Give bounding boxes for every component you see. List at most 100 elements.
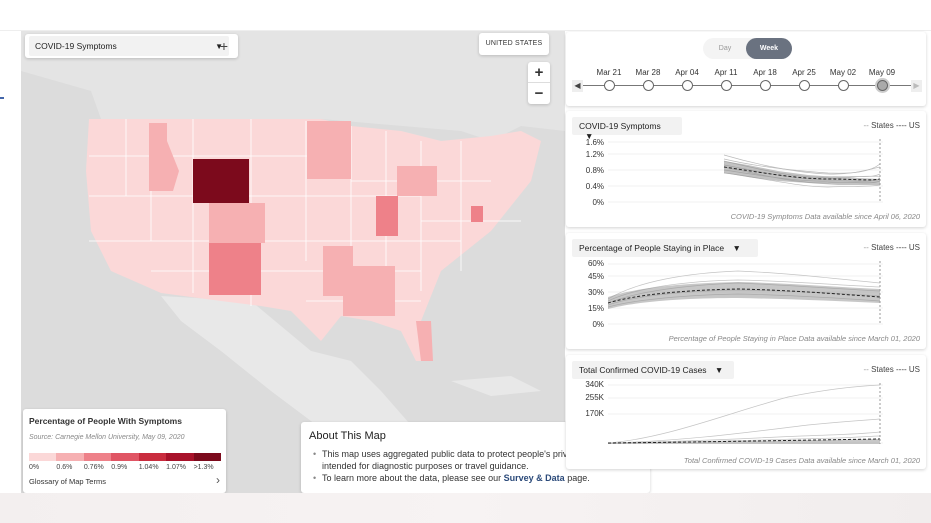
y-tick-label: 0.8%: [585, 166, 604, 175]
about-title: About This Map: [309, 430, 386, 442]
timeline-date-label: Apr 04: [675, 68, 699, 77]
timeline-node[interactable]: [798, 80, 810, 91]
legend-tick-label: 0.6%: [56, 464, 73, 471]
chart-panel-confirmed-cases: Total Confirmed COVID-19 Cases ▼ -- Stat…: [566, 355, 926, 469]
zoom-in-button[interactable]: +: [528, 62, 550, 83]
timeline-track: [576, 85, 912, 86]
y-tick-label: 340K: [585, 380, 604, 389]
state-colorado[interactable]: [209, 203, 265, 243]
confirmed-cases-chart[interactable]: [608, 383, 908, 453]
timeline-card: Day Week ◀ ▶ Mar 21 Mar 28 Apr 04 Apr 11 Apr…: [566, 32, 926, 106]
map-legend: Percentage of People With Symptoms Sourc…: [23, 409, 226, 493]
y-tick-label: 1.6%: [585, 138, 604, 147]
legend-states-label: States: [871, 121, 894, 130]
about-list: This map uses aggregated public data to …: [309, 448, 642, 484]
day-week-toggle: Day Week: [703, 38, 792, 59]
zoom-out-button[interactable]: −: [534, 85, 544, 102]
legend-states-label: States: [871, 243, 894, 252]
staying-in-place-chart[interactable]: [608, 261, 908, 331]
legend-states-label: States: [871, 365, 894, 374]
about-line-learn-more: To learn more about the data, please see…: [309, 472, 642, 484]
states-band: [608, 282, 880, 309]
panel-selector-label: COVID-19 Symptoms: [579, 121, 661, 131]
state-new-mexico[interactable]: [209, 243, 261, 295]
layer-dropdown-value: COVID-19 Symptoms: [35, 41, 117, 51]
panel-footnote: Percentage of People Staying in Place Da…: [668, 334, 920, 343]
legend-swatch: [193, 453, 221, 461]
state-ohio[interactable]: [397, 166, 437, 196]
add-layer-button[interactable]: +: [219, 38, 229, 54]
panel-selector-confirmed-cases[interactable]: Total Confirmed COVID-19 Cases ▼: [572, 361, 734, 379]
legend-dash-us: ----: [895, 121, 907, 130]
bottom-strip: [0, 493, 931, 523]
survey-data-link[interactable]: Survey & Data: [503, 473, 565, 483]
state-idaho[interactable]: [149, 123, 179, 191]
layer-select-card: COVID-19 Symptoms ▼ +: [25, 34, 238, 58]
chevron-right-icon[interactable]: ›: [216, 473, 220, 487]
state-minnesota[interactable]: [307, 121, 351, 179]
y-tick-label: 60%: [587, 259, 604, 268]
panel-selector-symptoms[interactable]: COVID-19 Symptoms ▼: [572, 117, 682, 141]
timeline-node[interactable]: [720, 80, 732, 91]
timeline-date-label: Mar 21: [596, 68, 622, 77]
legend-dash-us: ----: [895, 365, 907, 374]
chart-panel-symptoms: COVID-19 Symptoms ▼ -- States ---- US 1.…: [566, 111, 926, 227]
state-wyoming[interactable]: [193, 159, 249, 203]
panel-selector-staying-in-place[interactable]: Percentage of People Staying in Place ▼: [572, 239, 758, 257]
timeline-node[interactable]: [759, 80, 771, 91]
about-line-learn-more-suffix: page.: [567, 473, 590, 483]
about-line-learn-more-text: To learn more about the data, please see…: [322, 473, 502, 483]
state-florida[interactable]: [416, 321, 433, 361]
day-toggle-button[interactable]: Day: [718, 45, 732, 52]
symptoms-chart[interactable]: [608, 139, 908, 209]
y-tick-label: 0%: [592, 320, 604, 329]
week-toggle-button[interactable]: Week: [746, 38, 792, 59]
legend-tick-label: 1.04%: [138, 464, 159, 471]
timeline-date-label: May 09: [868, 68, 896, 77]
timeline-node[interactable]: [837, 80, 849, 91]
country-button[interactable]: UNITED STATES: [479, 33, 549, 55]
legend-dash-states: --: [863, 365, 869, 374]
timeline-node[interactable]: [642, 80, 654, 91]
y-tick-label: 170K: [585, 409, 604, 418]
legend-swatch: [111, 453, 139, 461]
timeline-date-label: Apr 25: [792, 68, 816, 77]
legend-swatch: [29, 453, 57, 461]
legend-swatch: [83, 453, 112, 461]
chevron-down-icon: ▼: [215, 42, 223, 51]
us-line: [608, 288, 881, 304]
legend-dash-states: --: [863, 243, 869, 252]
timeline-node[interactable]: [681, 80, 693, 91]
legend-tick-label: 0%: [29, 464, 40, 471]
panel-footnote: Total Confirmed COVID-19 Cases Data avai…: [683, 456, 920, 465]
layer-dropdown[interactable]: COVID-19 Symptoms ▼: [29, 36, 229, 56]
timeline-node[interactable]: [876, 80, 888, 91]
glossary-link[interactable]: Glossary of Map Terms: [29, 477, 106, 486]
timeline-node[interactable]: [603, 80, 615, 91]
panel-legend: -- States ---- US: [864, 243, 921, 252]
legend-tick-label: 1.07%: [166, 464, 186, 471]
left-strip: [0, 31, 21, 493]
state-indiana[interactable]: [376, 196, 398, 236]
y-tick-label: 15%: [587, 304, 604, 313]
y-tick-label: 255K: [585, 393, 604, 402]
state-new-jersey[interactable]: [471, 206, 483, 222]
panel-selector-label: Total Confirmed COVID-19 Cases: [579, 365, 707, 375]
state-mississippi-alabama[interactable]: [343, 266, 395, 316]
legend-swatch: [166, 453, 194, 461]
chevron-down-icon: ▼: [585, 131, 594, 141]
legend-us-label: US: [908, 121, 920, 130]
legend-us-label: US: [908, 365, 920, 374]
legend-swatch: [56, 453, 84, 461]
zoom-controls: + −: [528, 62, 550, 104]
canada-region: [21, 31, 565, 141]
chevron-down-icon: ▼: [714, 365, 724, 375]
timeline-next-arrow[interactable]: ▶: [911, 80, 922, 92]
timeline-date-label: Apr 18: [753, 68, 777, 77]
left-indicator: [0, 97, 4, 99]
legend-title: Percentage of People With Symptoms: [29, 416, 182, 426]
states-band: [724, 161, 880, 185]
legend-dash-us: ----: [895, 243, 907, 252]
timeline-prev-arrow[interactable]: ◀: [572, 80, 583, 92]
chart-panel-staying-in-place: Percentage of People Staying in Place ▼ …: [566, 233, 926, 349]
